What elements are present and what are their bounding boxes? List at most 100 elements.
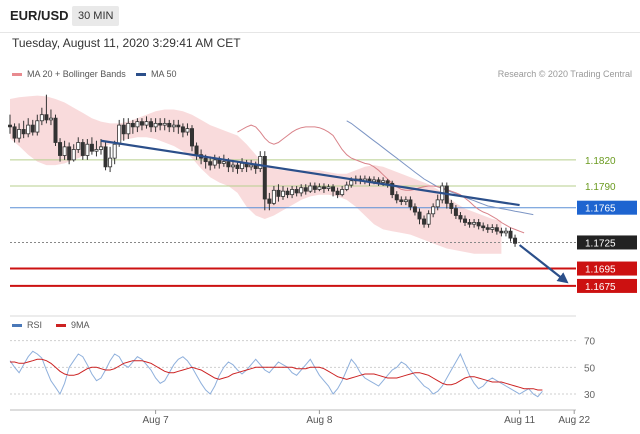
candle-body xyxy=(476,222,481,227)
candle-body xyxy=(103,146,108,168)
candle-body xyxy=(453,208,458,216)
candle-body xyxy=(171,124,176,128)
candle-body xyxy=(99,146,104,150)
candle-body xyxy=(176,124,181,128)
candle-body xyxy=(108,157,113,168)
ma50-legend-label: MA 50 xyxy=(151,69,177,79)
candle-body xyxy=(285,190,290,196)
candle-body xyxy=(221,161,226,164)
candle-body xyxy=(490,227,495,230)
candle-body xyxy=(230,164,235,168)
candle-body xyxy=(412,206,417,213)
level-badge-1.1725 xyxy=(577,235,637,250)
candle-body xyxy=(508,230,513,239)
candle-body xyxy=(139,121,144,126)
candle-body xyxy=(149,121,154,128)
candle-body xyxy=(80,142,85,156)
level-label-1.1675: 1.1675 xyxy=(585,282,616,293)
ma20-line xyxy=(237,124,525,234)
rsi-tick-30: 30 xyxy=(584,390,596,401)
x-tick-label: Aug 8 xyxy=(306,415,333,426)
candle-body xyxy=(321,186,326,189)
candle-body xyxy=(485,227,490,230)
candle-body xyxy=(17,129,22,139)
candle-body xyxy=(340,189,345,196)
candle-body xyxy=(112,143,117,159)
candle-body xyxy=(294,189,299,194)
legend-ma50: MA 50 xyxy=(136,69,177,79)
level-label-1.1765: 1.1765 xyxy=(585,204,616,215)
datetime-label: Tuesday, August 11, 2020 3:29:41 AM CET xyxy=(12,36,241,50)
bollinger-band-area xyxy=(10,95,502,254)
forecast-arrow xyxy=(518,244,569,284)
candle-body xyxy=(35,120,40,133)
candle-body xyxy=(203,157,208,163)
legend-rsi: RSI xyxy=(12,320,42,330)
ma50-swatch xyxy=(136,73,146,77)
rsi-legend-label: RSI xyxy=(27,320,43,330)
candle-body xyxy=(431,206,436,215)
candle-body xyxy=(208,161,213,166)
candle-body xyxy=(117,124,122,145)
candle-body xyxy=(153,122,158,128)
candle-body xyxy=(317,186,322,190)
candle-body xyxy=(472,222,477,225)
level-badge-1.1695 xyxy=(577,261,637,276)
candle-body xyxy=(308,185,313,192)
candle-body xyxy=(481,225,486,229)
candle-body xyxy=(435,199,440,208)
candle-body xyxy=(299,187,304,194)
rsi-tick-70: 70 xyxy=(584,337,596,348)
candle-body xyxy=(21,129,26,135)
rsi-series-rsi xyxy=(9,350,543,398)
candle-body xyxy=(121,124,126,135)
candle-body xyxy=(426,213,431,225)
symbol-label: EUR/USD xyxy=(10,8,69,23)
timeframe-badge[interactable]: 30 MIN xyxy=(72,6,120,26)
candle-body xyxy=(303,187,308,192)
candle-body xyxy=(331,186,336,192)
candle-body xyxy=(235,164,240,169)
candle-body xyxy=(399,199,404,203)
candle-body xyxy=(262,156,267,200)
ma20-legend-label: MA 20 + Bollinger Bands xyxy=(27,69,126,79)
candle-body xyxy=(226,161,231,168)
candle-body xyxy=(158,122,163,126)
candle-body xyxy=(7,124,12,128)
candle-body xyxy=(271,189,276,204)
candle-body xyxy=(217,159,222,164)
legend-9ma: 9MA xyxy=(56,320,90,330)
candle-body xyxy=(513,237,518,244)
candle-body xyxy=(189,128,194,147)
x-tick-label: Aug 11 xyxy=(504,415,535,426)
candle-body xyxy=(130,122,135,128)
candle-body xyxy=(462,218,467,223)
candle-body xyxy=(58,142,63,156)
candle-body xyxy=(194,145,199,156)
candle-body xyxy=(240,162,245,169)
candle-body xyxy=(385,180,390,184)
candle-body xyxy=(135,121,140,128)
candle-body xyxy=(185,128,190,133)
candle-body xyxy=(62,146,67,156)
candle-body xyxy=(280,190,285,197)
candle-body xyxy=(44,114,49,121)
candle-body xyxy=(290,189,295,196)
level-label-1.1725: 1.1725 xyxy=(585,238,616,249)
candle-body xyxy=(449,202,454,209)
candle-body xyxy=(312,185,317,190)
candle-body xyxy=(71,149,76,161)
x-tick-label: Aug 22 xyxy=(558,415,590,426)
candle-body xyxy=(67,146,72,161)
candle-body xyxy=(467,222,472,225)
candle-body xyxy=(381,180,386,183)
level-label-1.1790: 1.1790 xyxy=(585,182,616,193)
candle-body xyxy=(417,211,422,220)
rsi-series-9ma xyxy=(10,358,543,391)
candle-body xyxy=(162,122,167,126)
candle-body xyxy=(94,149,99,152)
candle-body xyxy=(212,159,217,166)
candle-body xyxy=(76,142,81,150)
rsi-tick-50: 50 xyxy=(584,363,596,374)
